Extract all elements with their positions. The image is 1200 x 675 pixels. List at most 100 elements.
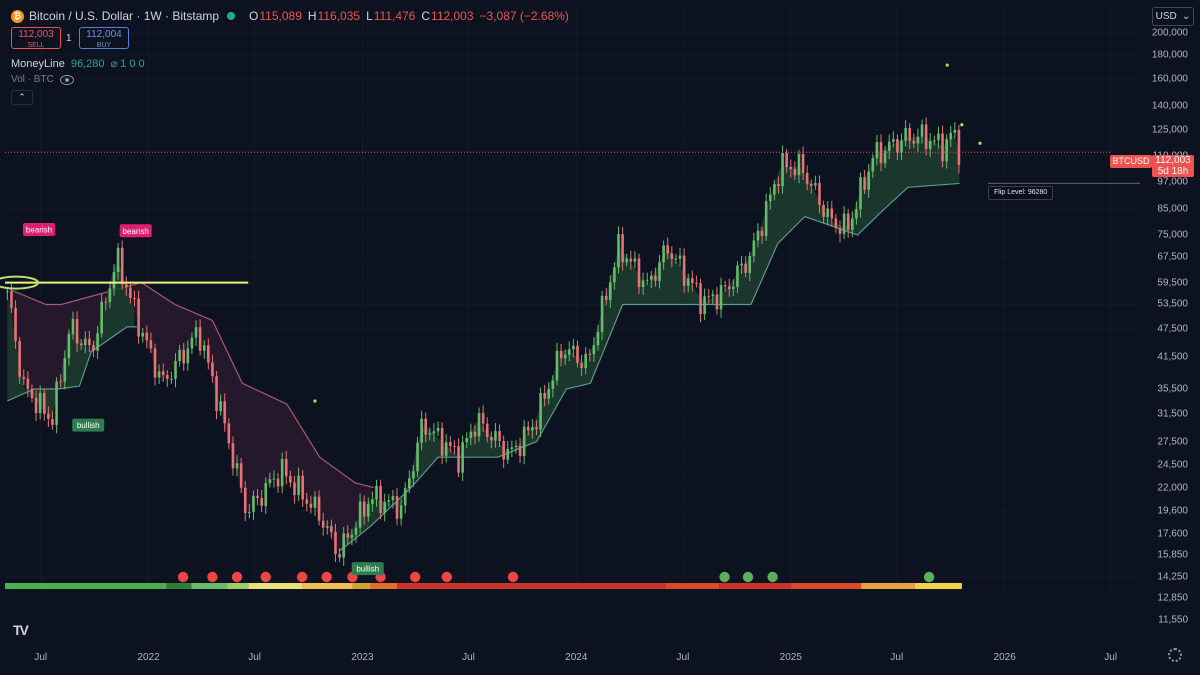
candle — [153, 348, 157, 378]
candle — [654, 275, 657, 281]
candle — [555, 350, 559, 381]
price-tick-label: 12,850 — [1157, 592, 1188, 604]
candle — [124, 284, 128, 288]
candle — [75, 318, 79, 344]
gear-icon[interactable] — [1168, 648, 1182, 662]
candle — [502, 441, 505, 460]
momentum-segment — [5, 583, 167, 589]
order-quantity[interactable]: 1 — [66, 33, 72, 44]
bitcoin-icon: ₿ — [11, 9, 24, 23]
candle — [432, 431, 436, 434]
time-tick-label: 2026 — [993, 652, 1016, 663]
currency-select[interactable]: USD ⌄ — [1152, 7, 1194, 26]
indicator-value: 96,280 — [70, 57, 105, 70]
outlier-dot — [960, 123, 964, 127]
candle — [325, 525, 329, 528]
market-status-icon — [227, 12, 236, 20]
candle — [773, 184, 776, 195]
candle — [539, 392, 542, 430]
candle — [145, 332, 149, 341]
candle — [399, 505, 403, 519]
buy-button[interactable]: 112,004 BUY — [79, 27, 129, 49]
tradingview-logo-icon[interactable]: TV — [13, 622, 29, 638]
collapse-legend-button[interactable]: ⌃ — [11, 90, 33, 105]
momentum-segment — [790, 583, 862, 589]
momentum-segment — [861, 583, 915, 589]
last-price-box: 112,003 5d 18h — [1152, 155, 1194, 177]
sell-price: 112,003 — [18, 29, 54, 40]
candle — [366, 503, 370, 517]
candle — [186, 348, 190, 364]
candle — [805, 173, 809, 184]
signal-label-box — [119, 224, 152, 238]
moneyline-bear-line — [10, 281, 374, 489]
candle — [613, 267, 616, 283]
candle — [641, 280, 645, 288]
ohlc-open-key: O — [249, 9, 259, 23]
candle — [51, 418, 54, 425]
candle — [490, 437, 493, 441]
signal-label: bullish — [77, 421, 100, 430]
candle — [248, 512, 251, 514]
candle — [826, 208, 829, 217]
candle — [662, 245, 665, 263]
candle — [276, 478, 280, 487]
candle — [47, 413, 50, 419]
candle — [928, 141, 932, 150]
candle — [403, 488, 407, 506]
candle — [202, 345, 206, 351]
candle — [469, 431, 473, 438]
candle — [34, 398, 38, 414]
candle — [732, 286, 735, 289]
candle — [465, 437, 469, 443]
ohlc-low-value: 111,476 — [373, 9, 416, 23]
buy-label: BUY — [96, 42, 112, 49]
candle — [637, 258, 641, 288]
candle — [510, 447, 514, 450]
candle — [937, 133, 940, 141]
candle — [334, 531, 337, 554]
candle — [723, 285, 727, 287]
volume-legend[interactable]: Vol · BTC — [11, 74, 74, 85]
bullish-signal-dot — [719, 571, 730, 583]
indicator-legend[interactable]: MoneyLine 96,280 ⌀ 1 0 0 — [11, 57, 145, 71]
candle — [321, 520, 325, 528]
candle — [867, 171, 871, 190]
price-tick-label: 27,500 — [1157, 436, 1188, 448]
price-tick-label: 19,600 — [1157, 505, 1188, 517]
candle — [22, 376, 26, 379]
outlier-dot — [945, 63, 949, 67]
candle — [736, 265, 739, 287]
candle — [485, 423, 489, 438]
candle — [859, 177, 862, 210]
ohlc-close-value: 112,003 — [431, 9, 474, 23]
signal-label-box — [351, 562, 384, 576]
price-tick-label: 14,250 — [1157, 571, 1188, 583]
candle — [543, 392, 546, 399]
candle — [707, 296, 711, 298]
sell-button[interactable]: 112,003 SELL — [11, 27, 61, 49]
candle — [383, 501, 387, 514]
bullish-signal-dot — [923, 571, 935, 583]
candle — [916, 136, 920, 144]
candle — [170, 378, 173, 380]
candle — [912, 140, 916, 144]
candle — [120, 247, 124, 285]
bullish-signal-dot — [742, 571, 754, 583]
candle — [567, 349, 571, 355]
moneyline-bull-early-line — [7, 326, 137, 402]
eye-icon[interactable] — [59, 74, 74, 85]
price-tick-label: 160,000 — [1151, 73, 1188, 85]
candle — [116, 247, 120, 272]
time-tick-label: Jul — [462, 652, 475, 663]
candle — [621, 234, 624, 263]
candle — [112, 271, 116, 289]
candle — [161, 371, 165, 376]
candle — [449, 442, 452, 447]
candle — [846, 213, 850, 230]
outlier-dot — [978, 141, 982, 145]
symbol-title[interactable]: Bitcoin / U.S. Dollar · 1W · Bitstamp — [29, 9, 220, 23]
candle — [71, 318, 75, 334]
